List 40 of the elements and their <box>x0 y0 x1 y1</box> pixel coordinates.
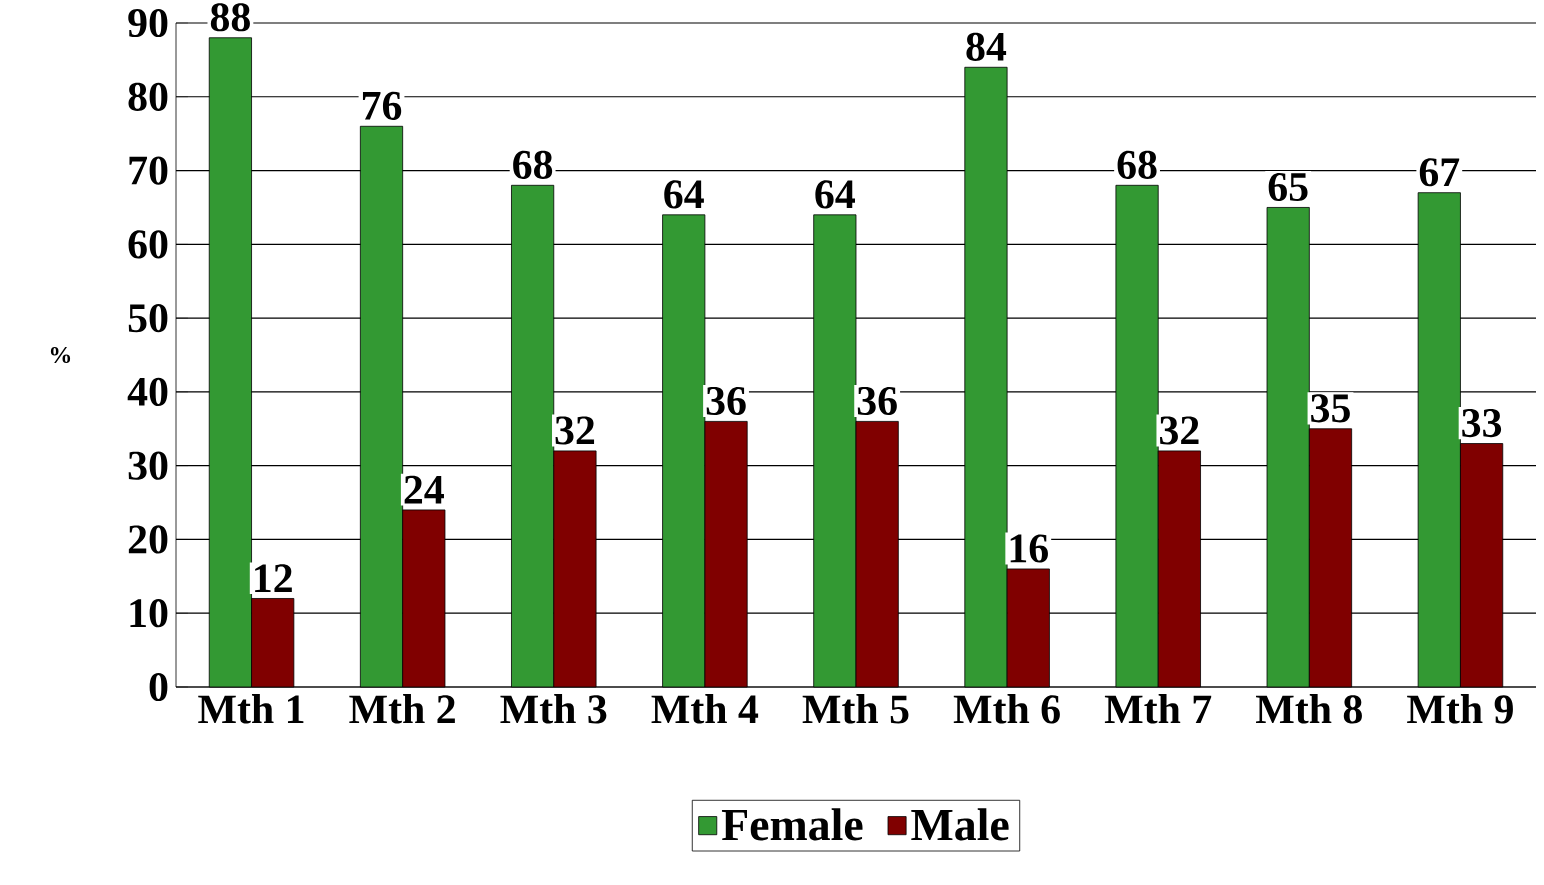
x-tick-label: Mth 9 <box>1407 694 1513 724</box>
data-label: 67 <box>1419 158 1460 187</box>
y-tick-label: 40 <box>127 377 168 406</box>
data-label: 36 <box>857 386 897 416</box>
data-label: 64 <box>815 180 855 209</box>
data-label: 35 <box>1311 394 1350 423</box>
data-label: 16 <box>1010 534 1048 563</box>
y-tick-label: 60 <box>128 230 168 259</box>
x-tick-label: Mth 3 <box>500 694 607 724</box>
data-label: 68 <box>513 150 553 179</box>
y-tick-label: 80 <box>128 82 168 111</box>
legend-label: Male <box>911 808 1009 841</box>
data-label: 12 <box>255 564 292 593</box>
y-tick-label: 30 <box>128 451 168 480</box>
x-tick-label: Mth 4 <box>651 694 759 724</box>
data-label: 32 <box>1160 416 1199 445</box>
data-label: 64 <box>664 180 704 209</box>
legend-label: Female <box>721 808 863 841</box>
y-tick-label: 10 <box>130 599 168 628</box>
x-tick-label: Mth 7 <box>1104 694 1212 724</box>
x-tick-label: Mth 8 <box>1256 694 1362 724</box>
data-label: 84 <box>966 32 1007 61</box>
x-tick-label: Mth 6 <box>953 694 1060 724</box>
x-tick-label: Mth 2 <box>349 694 455 724</box>
data-label: 36 <box>706 386 746 416</box>
y-axis-title: % <box>50 346 71 364</box>
data-label: 33 <box>1462 409 1502 438</box>
data-label: 24 <box>404 475 444 504</box>
y-tick-label: 50 <box>128 304 168 333</box>
y-tick-label: 20 <box>128 525 168 554</box>
data-label: 88 <box>210 3 250 32</box>
x-tick-label: Mth 1 <box>198 694 304 724</box>
y-tick-label: 90 <box>128 8 168 38</box>
x-tick-label: Mth 5 <box>802 694 909 724</box>
data-label: 76 <box>362 91 402 120</box>
y-tick-label: 70 <box>129 156 168 185</box>
data-label: 65 <box>1268 172 1308 202</box>
data-label: 32 <box>555 416 595 445</box>
y-tick-label: 0 <box>149 672 168 702</box>
data-label: 68 <box>1117 150 1157 179</box>
